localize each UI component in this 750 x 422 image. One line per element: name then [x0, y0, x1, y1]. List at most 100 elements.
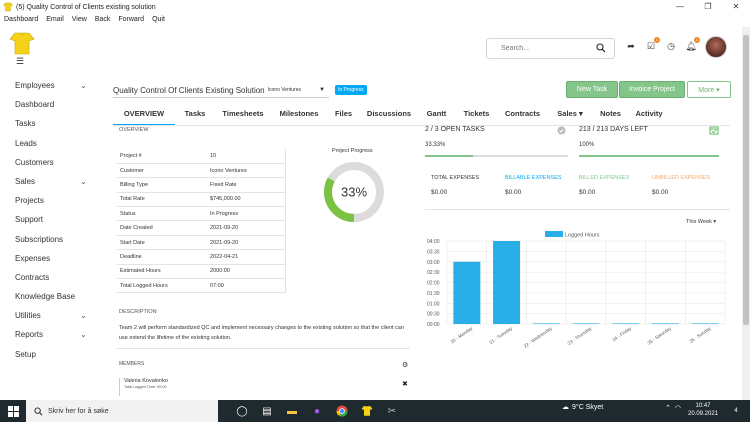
sidebar-item-setup[interactable]: Setup: [15, 349, 36, 359]
sidebar-item-knowledge-base[interactable]: Knowledge Base: [15, 292, 76, 302]
table-row: Deadline 2022-04-21: [117, 249, 285, 265]
project-client: Icono Ventures: [267, 87, 301, 93]
chrome-icon[interactable]: [334, 403, 350, 419]
close-button[interactable]: ✕: [732, 2, 740, 11]
x-tick-label: 26 - Sunday: [689, 325, 713, 344]
share-icon[interactable]: ➦: [627, 40, 635, 51]
sidebar-item-reports[interactable]: Reports ⌄: [0, 325, 105, 344]
taskbar-search[interactable]: Skriv her for å søke: [26, 400, 218, 422]
overview-section-label: OVERVIEW: [119, 127, 149, 133]
more-button[interactable]: More ▾: [687, 81, 731, 98]
notifications-bell-icon[interactable]: 🔔︎ 1: [685, 37, 700, 51]
sidebar-item-dashboard[interactable]: Dashboard: [15, 100, 55, 110]
menu-view[interactable]: View: [71, 16, 87, 23]
sidebar-item-customers[interactable]: Customers: [15, 157, 54, 167]
menu-forward[interactable]: Forward: [118, 16, 145, 23]
wifi-icon[interactable]: ◠: [674, 405, 681, 412]
tab-discussions[interactable]: Discussions: [366, 109, 412, 118]
tab-timesheets[interactable]: Timesheets: [222, 109, 264, 118]
minimize-button[interactable]: —: [676, 2, 684, 11]
open-tasks-progress-bar: [425, 155, 568, 157]
remove-member-close-icon[interactable]: ✖: [402, 381, 408, 388]
gear-icon[interactable]: ⚙: [402, 362, 409, 369]
sidebar-item-expenses[interactable]: Expenses: [15, 253, 51, 263]
sidebar-item-tasks[interactable]: Tasks: [15, 119, 36, 129]
overview-value: Icono Ventures: [210, 163, 285, 179]
sidebar-item-support[interactable]: Support: [15, 215, 44, 225]
invoice-project-button[interactable]: Invoice Project: [619, 81, 685, 98]
legend-swatch: [545, 231, 563, 237]
scrollbar-thumb[interactable]: [743, 35, 749, 325]
hamburger-menu-icon[interactable]: ☰: [16, 56, 25, 66]
sidebar-item-utilities[interactable]: Utilities ⌄: [0, 306, 105, 325]
app-shirt-icon[interactable]: [359, 403, 375, 419]
sidebar-item-subscriptions[interactable]: Subscriptions: [15, 234, 64, 244]
menu-quit[interactable]: Quit: [152, 16, 165, 23]
weather-widget[interactable]: ☁ 9°C Skyet: [562, 403, 603, 412]
tab-sales[interactable]: Sales ▾: [557, 109, 583, 118]
company-logo-icon[interactable]: [9, 31, 35, 55]
chevron-up-icon[interactable]: ⌃: [665, 405, 671, 412]
tab-notes[interactable]: Notes: [600, 109, 621, 118]
menu-dashboard[interactable]: Dashboard: [4, 16, 39, 23]
notifications-badge: 1: [694, 37, 700, 43]
billed-expenses-value: $0.00: [579, 189, 596, 196]
y-tick-label: 01:30: [427, 291, 440, 297]
sidebar-item-employees[interactable]: Employees ⌄: [0, 76, 105, 95]
sidebar-item-sales[interactable]: Sales ⌄: [0, 172, 105, 191]
taskbar-clock[interactable]: 10:47 20.09.2021: [688, 402, 718, 418]
project-selector[interactable]: Quality Control Of Clients Existing Solu…: [113, 83, 329, 98]
menu-bar: Dashboard Email View Back Forward Quit: [0, 14, 750, 25]
x-tick-label: 24 - Friday: [611, 325, 632, 342]
tab-tasks[interactable]: Tasks: [184, 109, 206, 118]
y-tick-label: 01:00: [427, 301, 440, 307]
y-tick-label: 03:00: [427, 260, 440, 266]
tab-contracts[interactable]: Contracts: [504, 109, 540, 118]
overview-key: Start Date: [117, 235, 210, 251]
file-explorer-icon[interactable]: ▬: [287, 405, 297, 417]
timer-icon[interactable]: ◷: [667, 40, 675, 51]
overview-key: Billing Type: [117, 177, 210, 193]
menu-back[interactable]: Back: [94, 16, 111, 23]
sidebar-item-contracts[interactable]: Contracts: [15, 272, 50, 282]
week-filter-dropdown[interactable]: This Week ▾: [686, 219, 717, 225]
sidebar-item-leads[interactable]: Leads: [15, 138, 37, 148]
clock-time: 10:47: [695, 403, 711, 409]
project-name: Quality Control Of Clients Existing Solu…: [113, 85, 265, 95]
task-view-icon[interactable]: ◯: [236, 405, 248, 417]
y-tick-label: 03:30: [427, 249, 440, 255]
menu-email[interactable]: Email: [46, 16, 64, 23]
y-tick-label: 00:00: [427, 322, 440, 328]
messenger-icon[interactable]: ●: [313, 405, 321, 417]
new-task-button[interactable]: New Task: [566, 81, 618, 98]
tab-overview[interactable]: OVERVIEW: [113, 106, 175, 126]
days-left-progress-fill: [579, 155, 719, 157]
tab-gantt[interactable]: Gantt: [426, 109, 447, 118]
overview-key: Estimated Hours: [117, 264, 210, 280]
windows-start-icon[interactable]: [0, 400, 26, 422]
overview-key: Status: [117, 206, 210, 222]
search-input[interactable]: [501, 45, 591, 52]
overview-value: In Progress: [210, 206, 285, 222]
tab-milestones[interactable]: Milestones: [279, 109, 319, 118]
overview-key: Project #: [117, 149, 210, 164]
notification-center-icon[interactable]: 4: [734, 408, 738, 414]
user-avatar[interactable]: [705, 36, 727, 58]
maximize-button[interactable]: ❐: [704, 2, 712, 11]
search-box[interactable]: [486, 38, 615, 59]
open-tasks-percent: 33.33%: [425, 142, 446, 148]
window-titlebar: (5) Quality Control of Clients existing …: [0, 0, 750, 14]
search-icon[interactable]: [596, 43, 606, 53]
x-tick-label: 22 - Wednesday: [523, 325, 554, 348]
tasks-check-icon[interactable]: ☑ 1: [646, 37, 660, 51]
vertical-scrollbar[interactable]: [742, 27, 750, 400]
sidebar-item-projects[interactable]: Projects: [15, 196, 44, 206]
app-tool-icon[interactable]: ✂: [387, 405, 397, 417]
window-title: (5) Quality Control of Clients existing …: [16, 3, 156, 11]
tab-files[interactable]: Files: [334, 109, 353, 118]
y-tick-label: 02:00: [427, 281, 440, 287]
tab-activity[interactable]: Activity: [635, 109, 663, 118]
member-name[interactable]: Valeria Kovalenko: [124, 378, 168, 384]
widgets-icon[interactable]: ▤: [262, 405, 272, 417]
tab-tickets[interactable]: Tickets: [463, 109, 490, 118]
